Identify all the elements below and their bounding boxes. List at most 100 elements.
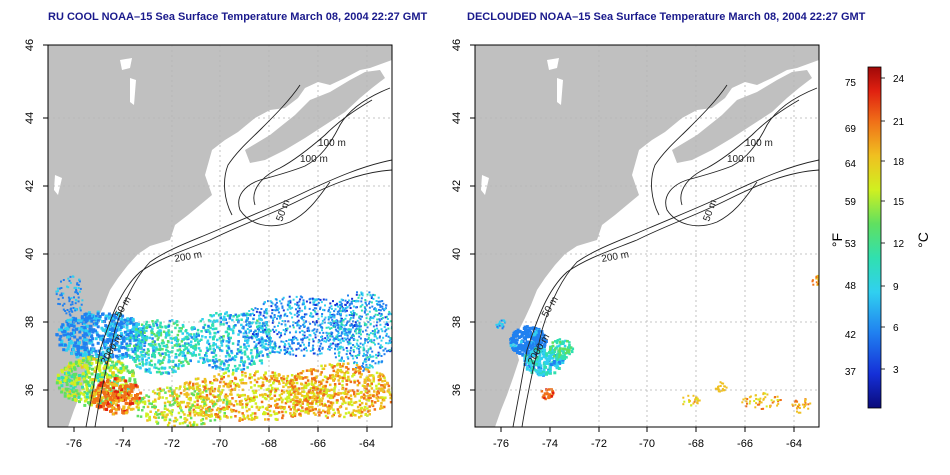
sst-pixel — [296, 321, 299, 323]
sst-pixel — [152, 349, 155, 352]
sst-pixel — [349, 318, 352, 321]
sst-pixel — [73, 398, 77, 401]
sst-pixel — [86, 380, 90, 384]
sst-pixel — [261, 354, 265, 357]
sst-pixel — [199, 392, 202, 395]
sst-pixel — [374, 333, 376, 336]
sst-pixel — [192, 326, 196, 329]
sst-pixel — [301, 329, 304, 332]
sst-pixel — [386, 322, 389, 325]
sst-pixel — [375, 353, 377, 356]
sst-pixel — [261, 393, 264, 396]
sst-pixel — [210, 413, 213, 416]
sst-pixel — [103, 346, 107, 350]
sst-pixel — [313, 310, 316, 313]
sst-pixel — [204, 379, 207, 383]
sst-pixel — [336, 363, 339, 366]
sst-pixel — [214, 402, 218, 406]
sst-pixel — [184, 347, 187, 350]
sst-pixel — [534, 342, 538, 346]
sst-pixel — [124, 379, 128, 383]
sst-pixel — [226, 314, 230, 317]
sst-pixel — [207, 359, 210, 362]
sst-pixel — [344, 401, 347, 405]
sst-pixel — [219, 380, 222, 384]
sst-pixel — [269, 397, 272, 400]
sst-pixel — [248, 329, 251, 332]
sst-pixel — [84, 312, 88, 316]
sst-pixel — [297, 402, 301, 405]
sst-pixel — [393, 325, 395, 327]
sst-pixel — [384, 323, 387, 326]
sst-pixel — [356, 383, 360, 387]
sst-pixel — [387, 313, 390, 316]
sst-pixel — [167, 325, 171, 328]
sst-pixel — [230, 351, 234, 355]
sst-pixel — [311, 377, 315, 381]
sst-pixel — [297, 342, 300, 345]
sst-pixel — [333, 320, 335, 323]
sst-pixel — [228, 358, 231, 362]
sst-pixel — [349, 307, 352, 309]
sst-pixel — [228, 328, 231, 331]
sst-pixel — [168, 360, 172, 363]
sst-pixel — [380, 313, 383, 315]
sst-pixel — [321, 335, 324, 338]
sst-pixel — [358, 327, 361, 329]
sst-pixel — [240, 356, 243, 359]
sst-pixel — [201, 400, 204, 404]
sst-pixel — [135, 405, 139, 409]
sst-pixel — [156, 413, 159, 416]
sst-pixel — [139, 327, 142, 331]
sst-pixel — [145, 329, 148, 333]
sst-pixel — [200, 413, 203, 417]
sst-pixel — [60, 384, 64, 388]
sst-pixel — [394, 330, 396, 332]
sst-pixel — [345, 366, 348, 369]
sst-pixel — [112, 373, 116, 377]
sst-pixel — [275, 298, 278, 301]
sst-pixel — [337, 324, 340, 327]
sst-pixel — [78, 400, 81, 404]
sst-pixel — [301, 401, 304, 404]
sst-pixel — [141, 360, 144, 364]
sst-pixel — [79, 309, 82, 312]
sst-pixel — [246, 316, 248, 319]
sst-pixel — [279, 396, 283, 400]
sst-pixel — [364, 307, 367, 310]
sst-pixel — [60, 287, 63, 289]
sst-pixel — [213, 402, 217, 405]
sst-pixel — [545, 354, 549, 358]
sst-pixel — [114, 374, 118, 378]
sst-pixel — [211, 359, 215, 362]
sst-pixel — [568, 341, 571, 344]
sst-pixel — [182, 400, 185, 404]
sst-pixel — [90, 319, 94, 323]
sst-pixel — [232, 404, 236, 407]
sst-pixel — [177, 367, 180, 370]
sst-pixel — [296, 315, 299, 318]
sst-pixel — [319, 389, 322, 392]
sst-pixel — [319, 349, 321, 352]
sst-pixel — [108, 403, 112, 407]
sst-pixel — [284, 410, 288, 414]
sst-pixel — [172, 369, 176, 372]
sst-pixel — [354, 401, 358, 404]
sst-pixel — [60, 280, 62, 283]
sst-pixel — [74, 309, 77, 312]
sst-pixel — [284, 320, 287, 323]
sst-pixel — [189, 352, 192, 355]
sst-pixel — [193, 333, 196, 336]
sst-pixel — [509, 344, 513, 347]
sst-pixel — [174, 363, 177, 367]
sst-pixel — [312, 383, 315, 387]
sst-pixel — [219, 407, 222, 411]
sst-pixel — [141, 364, 144, 367]
sst-pixel — [72, 386, 76, 390]
sst-pixel — [201, 410, 204, 414]
sst-pixel — [352, 326, 354, 329]
sst-pixel — [133, 348, 137, 352]
sst-pixel — [264, 372, 267, 375]
sst-pixel — [302, 323, 305, 326]
sst-pixel — [361, 292, 364, 295]
